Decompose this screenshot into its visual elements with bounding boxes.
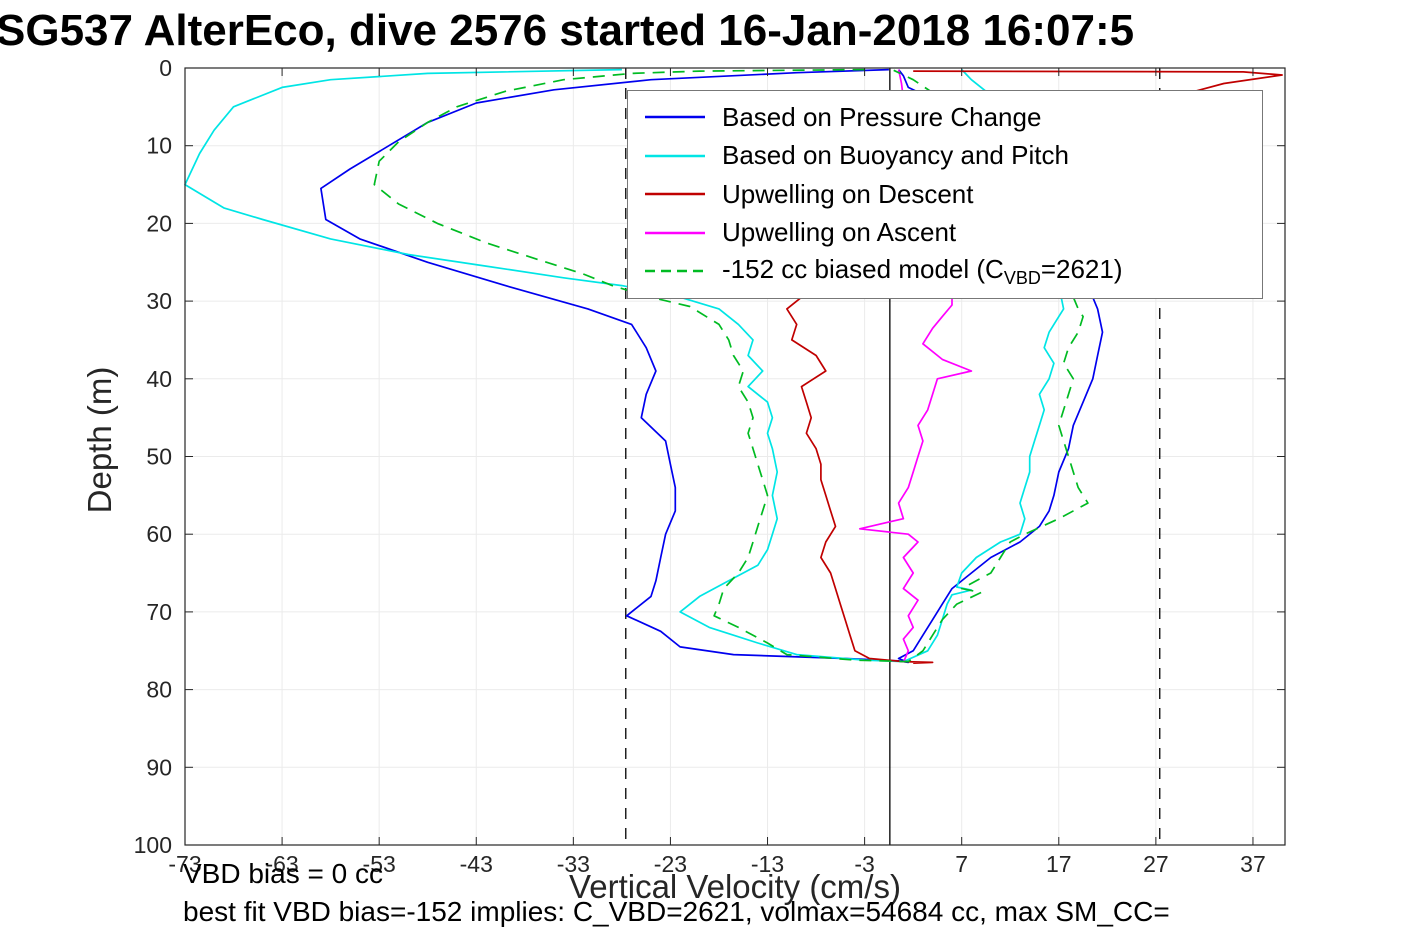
x-tick-label: -73 — [168, 851, 201, 877]
legend-line-sample — [645, 231, 705, 235]
x-tick-label: 37 — [1240, 851, 1266, 877]
series-buoyancy-pitch — [184, 68, 1065, 663]
y-tick-label: 60 — [146, 521, 172, 547]
legend-label: -152 cc biased model (CVBD=2621) — [722, 253, 1123, 288]
legend: Based on Pressure Change Based on Buoyanc… — [627, 90, 1263, 299]
legend-entry: -152 cc biased model (CVBD=2621) — [644, 252, 1252, 291]
x-tick-label: 17 — [1046, 851, 1072, 877]
y-tick-label: 40 — [146, 366, 172, 392]
series-biased-model — [373, 68, 1089, 663]
legend-entry: Upwelling on Ascent — [644, 214, 1252, 253]
legend-entry: Based on Buoyancy and Pitch — [644, 137, 1252, 176]
y-tick-label: 80 — [146, 677, 172, 703]
y-tick-label: 0 — [159, 55, 172, 81]
y-tick-label: 90 — [146, 754, 172, 780]
legend-line-sample — [645, 192, 705, 196]
y-tick-label: 10 — [146, 133, 172, 159]
legend-line-sample — [645, 269, 705, 273]
legend-label: Upwelling on Descent — [722, 178, 974, 209]
x-tick-label: -3 — [854, 851, 874, 877]
y-tick-label: 30 — [146, 288, 172, 314]
annotation-best-fit: best fit VBD bias=-152 implies: C_VBD=26… — [183, 896, 1170, 927]
legend-label: Upwelling on Ascent — [722, 217, 957, 248]
legend-label: Based on Pressure Change — [722, 101, 1042, 132]
legend-label: Based on Buoyancy and Pitch — [722, 140, 1069, 171]
legend-entry: Based on Pressure Change — [644, 98, 1252, 137]
legend-line-sample — [645, 154, 705, 158]
legend-line-sample — [645, 115, 705, 119]
x-tick-label: -43 — [460, 851, 493, 877]
x-tick-label: -23 — [654, 851, 687, 877]
y-tick-label: 20 — [146, 210, 172, 236]
x-axis-label: Vertical Velocity (cm/s) — [569, 868, 901, 905]
x-tick-label: 7 — [955, 851, 968, 877]
x-tick-label: -53 — [363, 851, 396, 877]
y-axis-label: Depth (m) — [81, 366, 118, 514]
x-tick-label: 27 — [1143, 851, 1169, 877]
x-tick-label: -13 — [751, 851, 784, 877]
legend-entry: Upwelling on Descent — [644, 175, 1252, 214]
y-tick-label: 70 — [146, 599, 172, 625]
y-tick-label: 100 — [134, 832, 172, 858]
annotation-vbd-bias: VBD bias = 0 cc — [183, 858, 383, 889]
x-tick-label: -63 — [265, 851, 298, 877]
chart-title: SG537 AlterEco, dive 2576 started 16-Jan… — [0, 6, 1135, 55]
y-tick-label: 50 — [146, 444, 172, 470]
x-tick-label: -33 — [557, 851, 590, 877]
